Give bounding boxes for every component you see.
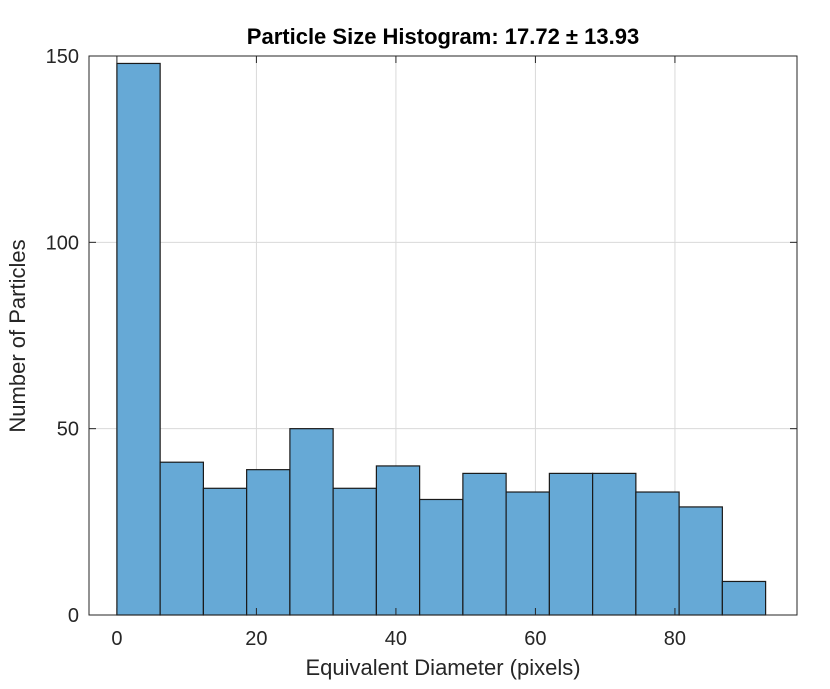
histogram-bar: [635, 491, 680, 616]
histogram-bar: [592, 472, 637, 616]
x-axis-label: Equivalent Diameter (pixels): [305, 655, 580, 680]
ticks: 0 20 40 60 80 0 50 100 150: [46, 46, 797, 650]
chart-title: Particle Size Histogram: 17.72 ± 13.93: [247, 24, 639, 49]
histogram-bar: [332, 487, 377, 616]
histogram-bar: [289, 428, 334, 616]
histogram-bar: [462, 472, 507, 616]
x-tick-label: 40: [385, 628, 407, 650]
histogram-bar: [721, 580, 767, 616]
x-tick-label: 80: [664, 628, 686, 650]
histogram-bar: [678, 506, 723, 616]
y-tick-label: 100: [46, 232, 79, 254]
x-tick-label: 60: [524, 628, 546, 650]
y-tick-label: 0: [68, 605, 79, 627]
histogram-bar: [159, 461, 204, 616]
x-tick-label: 0: [111, 628, 122, 650]
bars: [116, 62, 767, 616]
histogram-bar: [505, 491, 550, 616]
y-tick-label: 150: [46, 46, 79, 68]
histogram-bar: [116, 62, 161, 616]
x-tick-label: 20: [245, 628, 267, 650]
histogram-bar: [419, 498, 464, 616]
y-tick-label: 50: [57, 419, 79, 441]
histogram-bar: [548, 472, 594, 616]
plot-area-frame: [88, 55, 798, 616]
histogram-bar: [375, 465, 421, 616]
histogram-bar: [202, 487, 248, 616]
histogram-bar: [246, 469, 291, 616]
y-axis-label: Number of Particles: [5, 239, 30, 432]
